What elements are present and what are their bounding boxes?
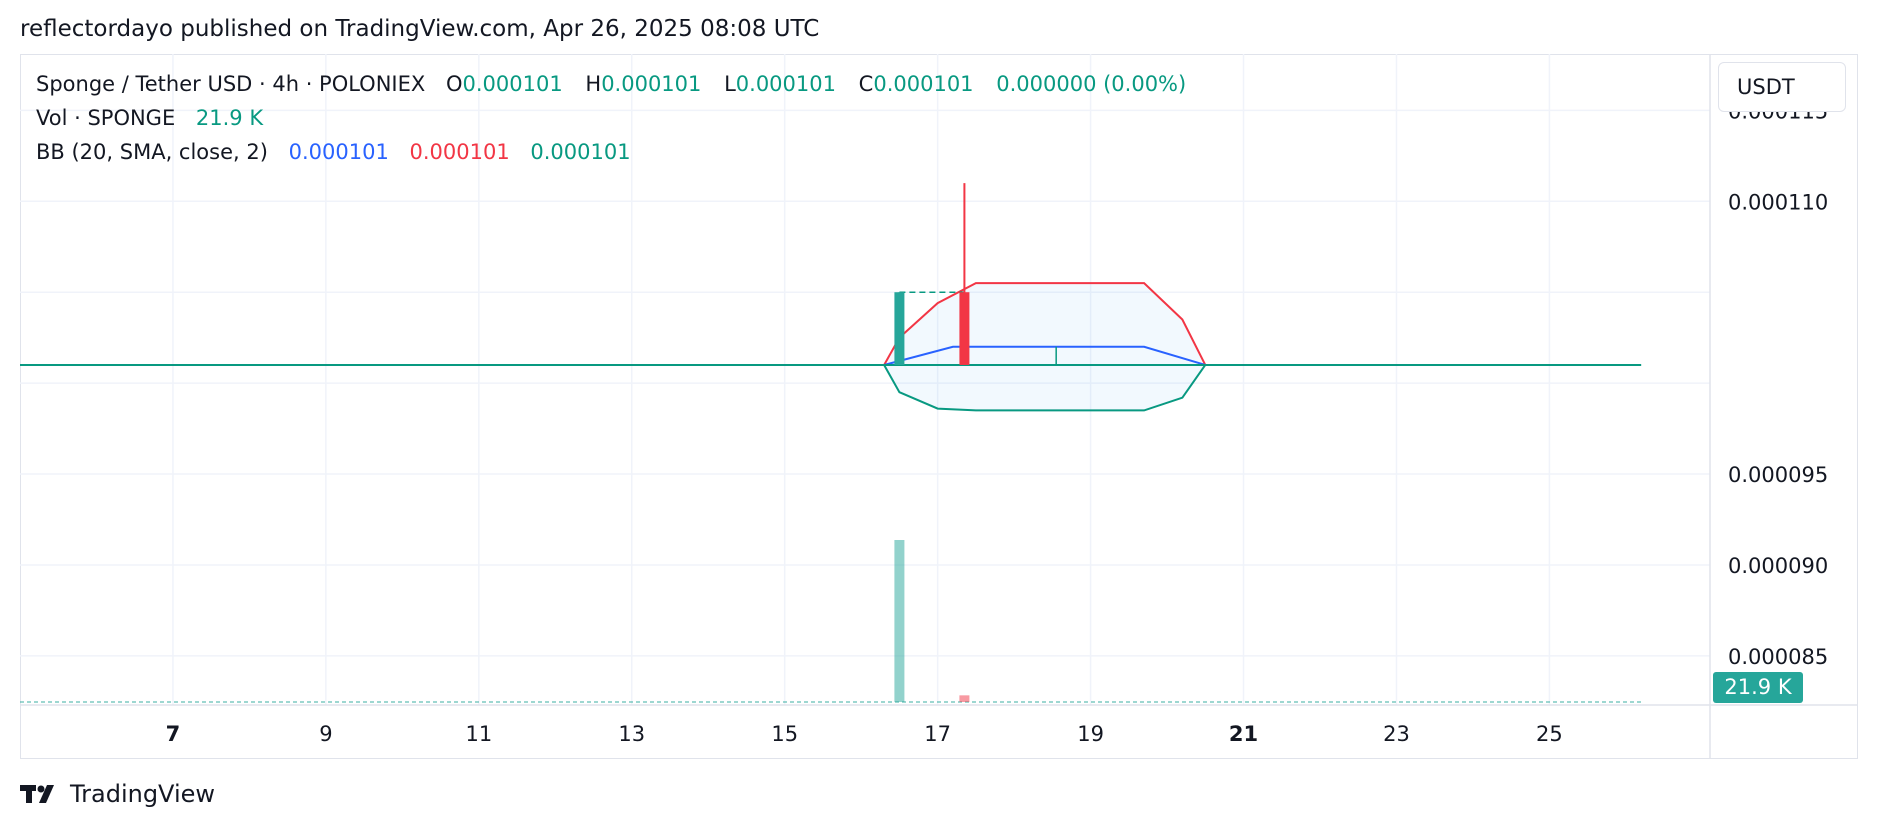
price-layer <box>20 183 1642 366</box>
bb-basis-value: 0.000101 <box>288 140 389 164</box>
high-value: 0.000101 <box>601 72 702 96</box>
bb-lower-line <box>883 364 1207 412</box>
brand-name: TradingView <box>70 780 216 808</box>
currency-button[interactable]: USDT <box>1718 62 1846 112</box>
low-value: 0.000101 <box>735 72 836 96</box>
tradingview-logo-icon <box>20 785 54 803</box>
symbol-title[interactable]: Sponge / Tether USD · 4h · POLONIEX <box>36 72 426 96</box>
grid-layer <box>20 54 1858 759</box>
open-value: 0.000101 <box>462 72 563 96</box>
bb-basis-line <box>883 345 1206 366</box>
x-tick-label-0: 7 <box>166 722 181 746</box>
change-value: 0.000000 (0.00%) <box>996 72 1187 96</box>
bb-label[interactable]: BB (20, SMA, close, 2) <box>36 140 268 164</box>
x-tick-label-3: 13 <box>618 722 645 746</box>
legend-volume: Vol · SPONGE 21.9 K <box>36 106 279 130</box>
price-badge-upper: 0.000101 <box>1723 292 1825 316</box>
bb-lower-value: 0.000101 <box>530 140 631 164</box>
bollinger-bands <box>883 282 1207 412</box>
tradingview-logo[interactable]: TradingView <box>20 780 215 808</box>
x-tick-label-1: 9 <box>319 722 332 746</box>
close-value: 0.000101 <box>873 72 974 96</box>
x-tick-label-6: 19 <box>1077 722 1104 746</box>
price-badge-lower: 0.000101 <box>1723 360 1825 384</box>
legend-ohlc: Sponge / Tether USD · 4h · POLONIEX O0.0… <box>36 72 1202 96</box>
price-badge-last: 0.000101 <box>1723 394 1825 418</box>
x-tick-label-4: 15 <box>771 722 798 746</box>
y-tick-label-3: 0.000090 <box>1728 554 1828 578</box>
bb-upper-value: 0.000101 <box>409 140 510 164</box>
close-label: C <box>858 72 874 96</box>
candle-body-0 <box>894 292 905 365</box>
volume-label[interactable]: Vol · SPONGE <box>36 106 176 130</box>
x-tick-label-7: 21 <box>1229 722 1258 746</box>
x-tick-label-5: 17 <box>924 722 951 746</box>
volume-badge: 21.9 K <box>1713 672 1803 703</box>
x-tick-label-2: 11 <box>465 722 492 746</box>
y-tick-label-2: 0.000095 <box>1728 463 1828 487</box>
x-tick-label-9: 25 <box>1536 722 1563 746</box>
legend-bb: BB (20, SMA, close, 2) 0.000101 0.000101… <box>36 140 645 164</box>
y-tick-label-1: 0.000110 <box>1728 190 1828 214</box>
candle-body-1 <box>959 292 970 365</box>
volume-bar-0 <box>894 540 905 702</box>
high-label: H <box>585 72 602 96</box>
publish-info: reflectordayo published on TradingView.c… <box>20 16 820 42</box>
x-tick-label-8: 23 <box>1383 722 1410 746</box>
volume-value: 21.9 K <box>195 106 264 130</box>
y-tick-label-4: 0.000085 <box>1728 645 1828 669</box>
low-label: L <box>724 72 736 96</box>
open-label: O <box>445 72 463 96</box>
price-badge-basis: 0.000101 <box>1723 326 1825 350</box>
axis-layer: 0.0001150.0001100.0000950.0000900.000085… <box>166 99 1829 746</box>
volume-layer <box>20 540 1642 703</box>
volume-bar-1 <box>959 695 970 702</box>
